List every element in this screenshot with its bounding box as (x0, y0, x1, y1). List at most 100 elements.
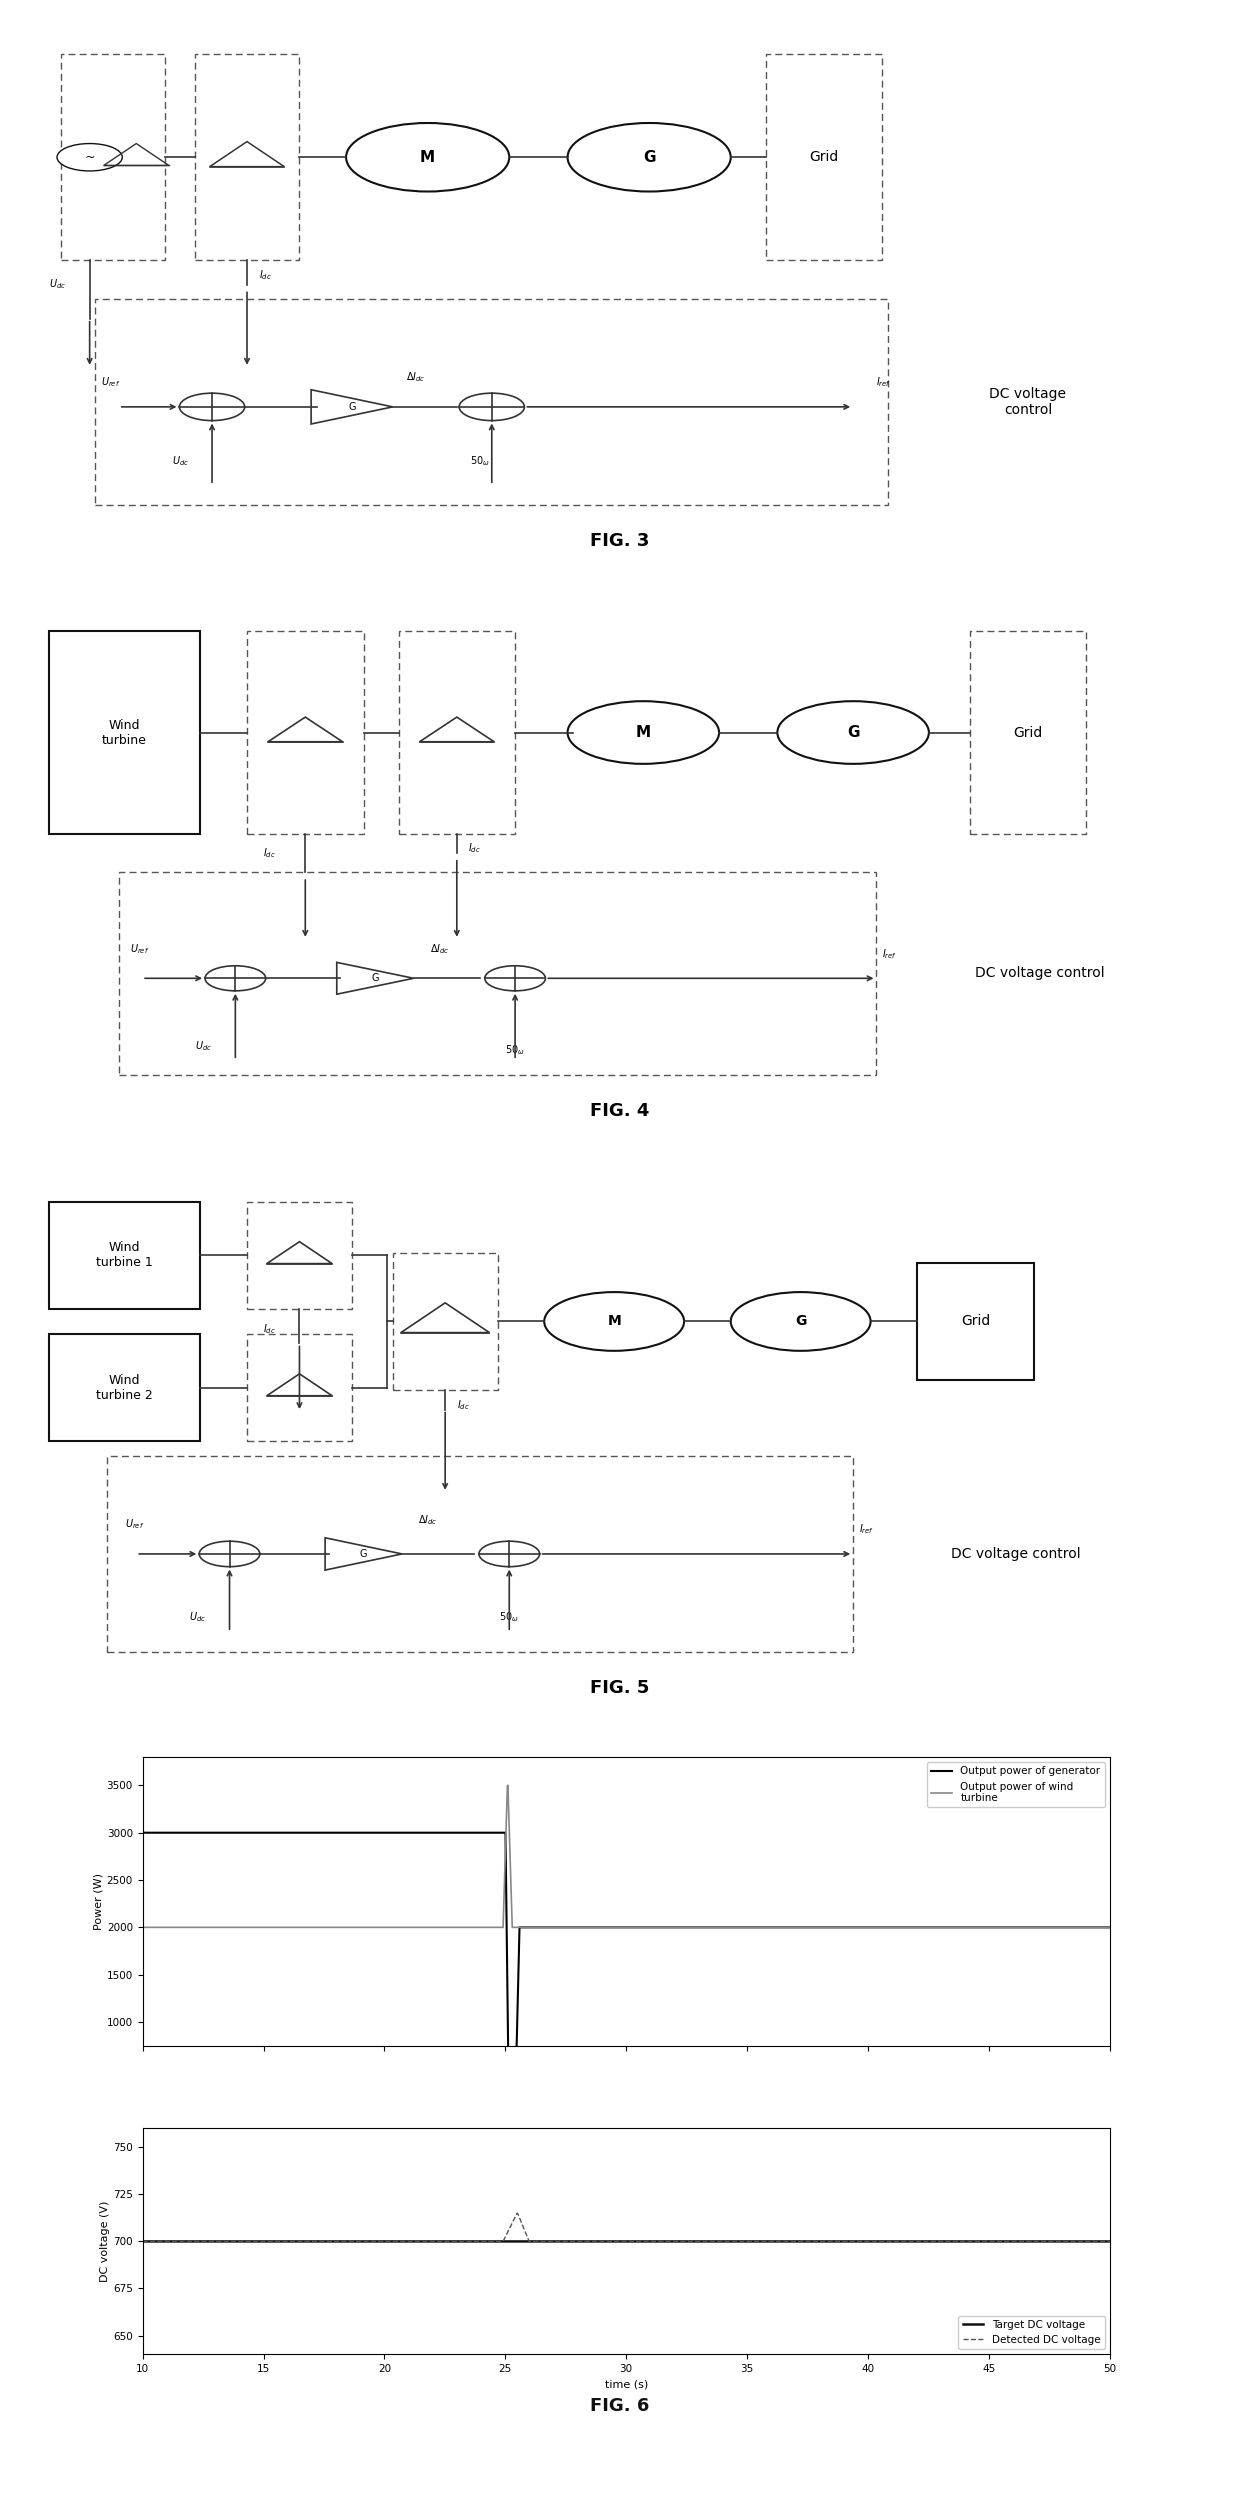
Circle shape (485, 966, 546, 991)
Text: $I_{ref}$: $I_{ref}$ (883, 946, 898, 961)
Detected DC voltage (1102, 2226, 1117, 2256)
Output power of generator (1074, 1913, 1089, 1943)
Text: DC voltage control: DC voltage control (951, 1546, 1081, 1561)
Target DC voltage (897, 2226, 911, 2256)
Output power of wind
turbine (580, 1913, 595, 1943)
Line: Detected DC voltage: Detected DC voltage (143, 2214, 1110, 2241)
Text: $U_{ref}$: $U_{ref}$ (124, 1519, 144, 1531)
Detected DC voltage (898, 2226, 913, 2256)
Text: DC voltage
control: DC voltage control (990, 387, 1066, 417)
Target DC voltage (605, 2226, 620, 2256)
Target DC voltage (1074, 2226, 1089, 2256)
Text: $\Delta I_{dc}$: $\Delta I_{dc}$ (429, 941, 449, 956)
Line: Output power of wind
turbine: Output power of wind turbine (143, 1785, 1110, 1928)
Bar (766, 55, 883, 261)
Output power of wind
turbine (1075, 1913, 1090, 1943)
Text: $I_{dc}$: $I_{dc}$ (259, 269, 272, 281)
Text: $I_{dc}$: $I_{dc}$ (469, 841, 481, 856)
Text: DC voltage control: DC voltage control (975, 966, 1105, 981)
Text: Wind
turbine 2: Wind turbine 2 (97, 1373, 153, 1401)
Circle shape (57, 143, 123, 171)
Circle shape (180, 394, 244, 422)
Output power of generator (185, 1817, 200, 1847)
Output power of generator (135, 1817, 150, 1847)
Bar (48, 1333, 201, 1441)
Circle shape (459, 394, 525, 422)
Output power of wind
turbine (898, 1913, 913, 1943)
Target DC voltage (135, 2226, 150, 2256)
Text: $U_{dc}$: $U_{dc}$ (190, 1611, 206, 1624)
Legend: Output power of generator, Output power of wind
turbine: Output power of generator, Output power … (928, 1762, 1105, 1807)
Output power of generator (1075, 1913, 1090, 1943)
Output power of generator (1102, 1913, 1117, 1943)
Circle shape (544, 1293, 684, 1350)
Bar (970, 633, 1086, 833)
Text: G: G (847, 725, 859, 740)
Bar (398, 633, 515, 833)
Output power of wind
turbine (606, 1913, 621, 1943)
Bar (247, 633, 363, 833)
Output power of generator (501, 2093, 516, 2123)
Text: Grid: Grid (810, 151, 838, 163)
Text: M: M (636, 725, 651, 740)
Text: G: G (348, 402, 356, 412)
Text: $I_{dc}$: $I_{dc}$ (456, 1398, 470, 1411)
Legend: Target DC voltage, Detected DC voltage: Target DC voltage, Detected DC voltage (959, 2317, 1105, 2349)
Text: M: M (608, 1315, 621, 1328)
Target DC voltage (1074, 2226, 1089, 2256)
Bar (61, 55, 165, 261)
Text: $U_{ref}$: $U_{ref}$ (102, 376, 120, 389)
Text: G: G (642, 151, 656, 166)
X-axis label: time (s): time (s) (605, 2379, 647, 2390)
Text: $U_{dc}$: $U_{dc}$ (195, 1039, 212, 1052)
Text: ~: ~ (84, 151, 95, 163)
Circle shape (777, 700, 929, 763)
Circle shape (730, 1293, 870, 1350)
Text: Grid: Grid (961, 1315, 990, 1328)
Detected DC voltage (185, 2226, 200, 2256)
Detected DC voltage (606, 2226, 621, 2256)
Target DC voltage (185, 2226, 200, 2256)
Text: FIG. 3: FIG. 3 (590, 532, 650, 550)
Text: $I_{dc}$: $I_{dc}$ (263, 1323, 277, 1335)
Bar (918, 1263, 1034, 1380)
Text: G: G (372, 974, 379, 984)
Circle shape (568, 123, 730, 191)
Detected DC voltage (1075, 2226, 1090, 2256)
Text: $\Delta I_{dc}$: $\Delta I_{dc}$ (407, 371, 425, 384)
Detected DC voltage (135, 2226, 150, 2256)
Text: M: M (420, 151, 435, 166)
Text: $U_{dc}$: $U_{dc}$ (50, 279, 66, 291)
Circle shape (200, 1541, 260, 1566)
Text: FIG. 4: FIG. 4 (590, 1102, 650, 1119)
Line: Output power of generator: Output power of generator (143, 1832, 1110, 2108)
Output power of generator (606, 1913, 621, 1943)
Text: $U_{dc}$: $U_{dc}$ (171, 454, 188, 467)
Y-axis label: Power (W): Power (W) (94, 1872, 104, 1930)
Text: $I_{ref}$: $I_{ref}$ (877, 376, 892, 389)
Text: G: G (795, 1315, 806, 1328)
Circle shape (479, 1541, 539, 1566)
Output power of wind
turbine (500, 1770, 515, 1800)
Output power of generator (580, 1913, 595, 1943)
Text: Wind
turbine 1: Wind turbine 1 (97, 1242, 153, 1270)
Target DC voltage (580, 2226, 595, 2256)
Bar (247, 1333, 352, 1441)
Bar (107, 1456, 853, 1652)
Bar (195, 55, 300, 261)
Bar (48, 633, 201, 833)
Detected DC voltage (510, 2199, 525, 2229)
Bar (95, 299, 888, 505)
Bar (247, 1202, 352, 1310)
Text: $\Delta I_{dc}$: $\Delta I_{dc}$ (418, 1514, 438, 1526)
Bar (119, 873, 877, 1074)
Circle shape (205, 966, 265, 991)
Text: $I_{ref}$: $I_{ref}$ (859, 1524, 874, 1536)
Bar (48, 1202, 201, 1310)
Text: $I_{dc}$: $I_{dc}$ (263, 846, 277, 861)
Output power of wind
turbine (1074, 1913, 1089, 1943)
Text: $U_{ref}$: $U_{ref}$ (130, 941, 150, 956)
Output power of generator (898, 1913, 913, 1943)
Output power of wind
turbine (1102, 1913, 1117, 1943)
Text: FIG. 6: FIG. 6 (590, 2397, 650, 2415)
